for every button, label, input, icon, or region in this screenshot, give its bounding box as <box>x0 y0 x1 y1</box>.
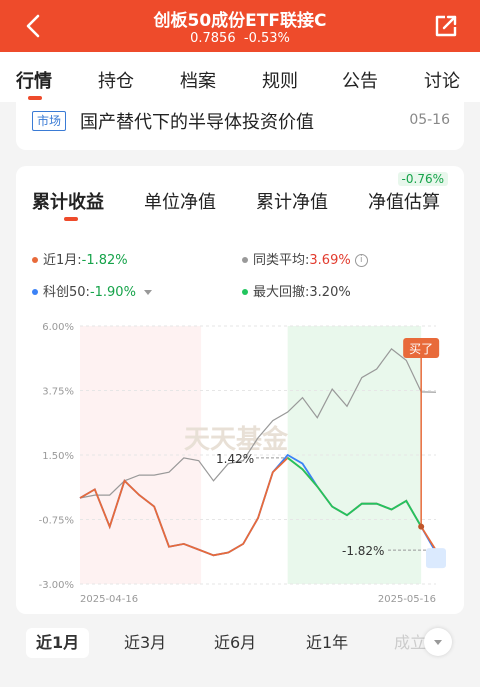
fund-price-change: 0.7856 -0.53% <box>0 31 480 46</box>
nav-price: 0.7856 <box>190 31 236 46</box>
tab-cumulative-nav[interactable]: 累计净值 <box>256 192 328 213</box>
active-tab-indicator <box>28 96 42 100</box>
news-tag: 市场 <box>32 111 67 131</box>
buy-flag <box>403 338 440 358</box>
end-expand-badge <box>426 548 446 569</box>
range-1m[interactable]: 近1月 <box>26 628 90 658</box>
y-tick-label: -3.00% <box>39 580 74 591</box>
dropdown-caret-icon[interactable] <box>143 290 152 295</box>
tab-discussion[interactable]: 讨论 <box>424 71 460 92</box>
legend-max-drawdown: 最大回撤:3.20% <box>242 281 351 300</box>
tab-profile[interactable]: 档案 <box>180 71 216 92</box>
range-since-inception[interactable]: 成立 <box>394 633 427 652</box>
chevron-down-icon <box>434 640 442 645</box>
legend-peer-average: 同类平均:3.69% i <box>242 249 368 268</box>
performance-card: -0.76% 累计收益 单位净值 累计净值 净值估算 近1月:-1.82% 同类… <box>16 166 464 614</box>
legend-fund: 近1月:-1.82% <box>32 249 128 268</box>
top-bar: 创板50成份ETF联接C 0.7856 -0.53% <box>0 0 480 52</box>
y-tick-label: 6.00% <box>42 322 74 333</box>
buy-point <box>418 523 425 530</box>
legend-dot <box>32 288 38 295</box>
legend-dot <box>242 288 248 295</box>
series-line-peer-average <box>79 348 437 499</box>
news-date: 05-16 <box>409 112 450 128</box>
buy-flag-label: 买了 <box>409 342 433 356</box>
x-tick-label: 2025-04-16 <box>80 594 138 605</box>
x-tick-label: 2025-05-16 <box>378 594 436 605</box>
estimate-badge: -0.76% <box>397 172 448 186</box>
fund-title: 创板50成份ETF联接C <box>153 11 327 31</box>
more-ranges-button[interactable] <box>424 628 452 656</box>
drawdown-line <box>287 457 422 528</box>
legend-dot <box>32 256 38 263</box>
watermark: 天天基金 <box>184 424 289 455</box>
y-tick-label: 1.50% <box>42 451 74 462</box>
tab-cumulative-return[interactable]: 累计收益 <box>32 192 104 213</box>
range-3m[interactable]: 近3月 <box>124 633 167 652</box>
range-1y[interactable]: 近1年 <box>306 633 349 652</box>
news-item[interactable]: 市场 国产替代下的半导体投资价值 05-16 <box>16 102 464 150</box>
main-tab-bar: 行情 持仓 档案 规则 公告 讨论 <box>0 52 480 102</box>
tab-unit-nav[interactable]: 单位净值 <box>144 192 216 213</box>
max-value-label: 1.42% <box>216 452 254 466</box>
range-6m[interactable]: 近6月 <box>214 633 257 652</box>
tab-quote[interactable]: 行情 <box>16 71 52 92</box>
return-chart[interactable]: 6.00% 3.75% 1.50% -0.75% -3.00% 2025-04-16 202… <box>16 166 464 614</box>
tab-announcements[interactable]: 公告 <box>342 71 378 92</box>
end-value-label: -1.82% <box>342 544 384 558</box>
news-headline: 国产替代下的半导体投资价值 <box>80 112 314 133</box>
info-icon[interactable]: i <box>354 254 368 267</box>
back-arrow-icon[interactable] <box>20 12 48 40</box>
tab-rules[interactable]: 规则 <box>262 71 298 92</box>
legend-dot <box>242 256 248 263</box>
y-tick-label: -0.75% <box>39 516 74 527</box>
tab-nav-estimate[interactable]: 净值估算 <box>368 192 440 213</box>
active-subtab-indicator <box>64 217 78 221</box>
y-tick-label: 3.75% <box>42 387 74 398</box>
tab-holdings[interactable]: 持仓 <box>98 71 134 92</box>
share-icon[interactable] <box>432 12 460 40</box>
range-tab-bar: 近1月 近3月 近6月 近1年 成立 <box>16 618 464 666</box>
legend-index[interactable]: 科创50:-1.90% <box>32 281 152 300</box>
nav-change: -0.53% <box>243 31 290 46</box>
